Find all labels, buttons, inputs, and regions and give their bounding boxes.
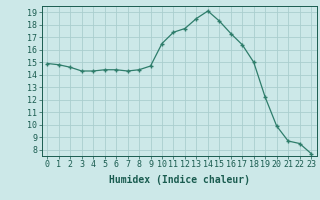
X-axis label: Humidex (Indice chaleur): Humidex (Indice chaleur) (109, 175, 250, 185)
